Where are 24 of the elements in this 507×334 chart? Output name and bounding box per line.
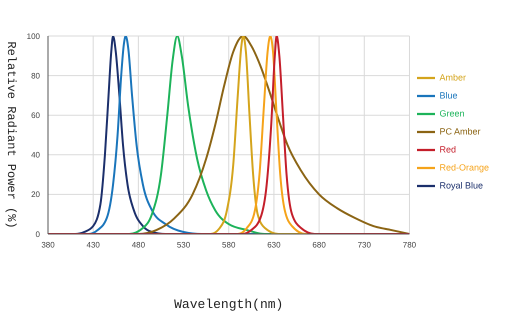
x-tick-label: 480 (132, 240, 146, 250)
x-tick-label: 380 (41, 240, 56, 250)
y-tick-label: 80 (31, 71, 41, 80)
legend-label: Blue (439, 90, 458, 100)
x-tick-label: 530 (176, 240, 191, 250)
y-tick-label: 20 (31, 190, 41, 200)
y-axis-title: Relative Radiant Power (%) (4, 41, 18, 229)
legend-label: Red-Orange (439, 162, 489, 172)
legend-label: Royal Blue (439, 180, 483, 190)
x-tick-label: 430 (86, 240, 100, 250)
legend-label: Amber (439, 72, 466, 82)
y-tick-label: 100 (26, 32, 41, 41)
x-axis-title: Wavelength(nm) (174, 297, 284, 312)
x-tick-label: 680 (312, 240, 326, 250)
legend-label: PC Amber (439, 126, 480, 136)
x-tick-label: 730 (358, 240, 372, 250)
x-tick-label: 630 (267, 240, 282, 250)
x-tick-label: 580 (222, 240, 236, 250)
y-tick-label: 40 (31, 150, 41, 160)
y-tick-label: 0 (36, 230, 41, 239)
legend-label: Green (439, 108, 464, 118)
legend-label: Red (439, 144, 456, 154)
y-tick-label: 60 (31, 111, 41, 120)
x-tick-label: 780 (402, 240, 417, 250)
